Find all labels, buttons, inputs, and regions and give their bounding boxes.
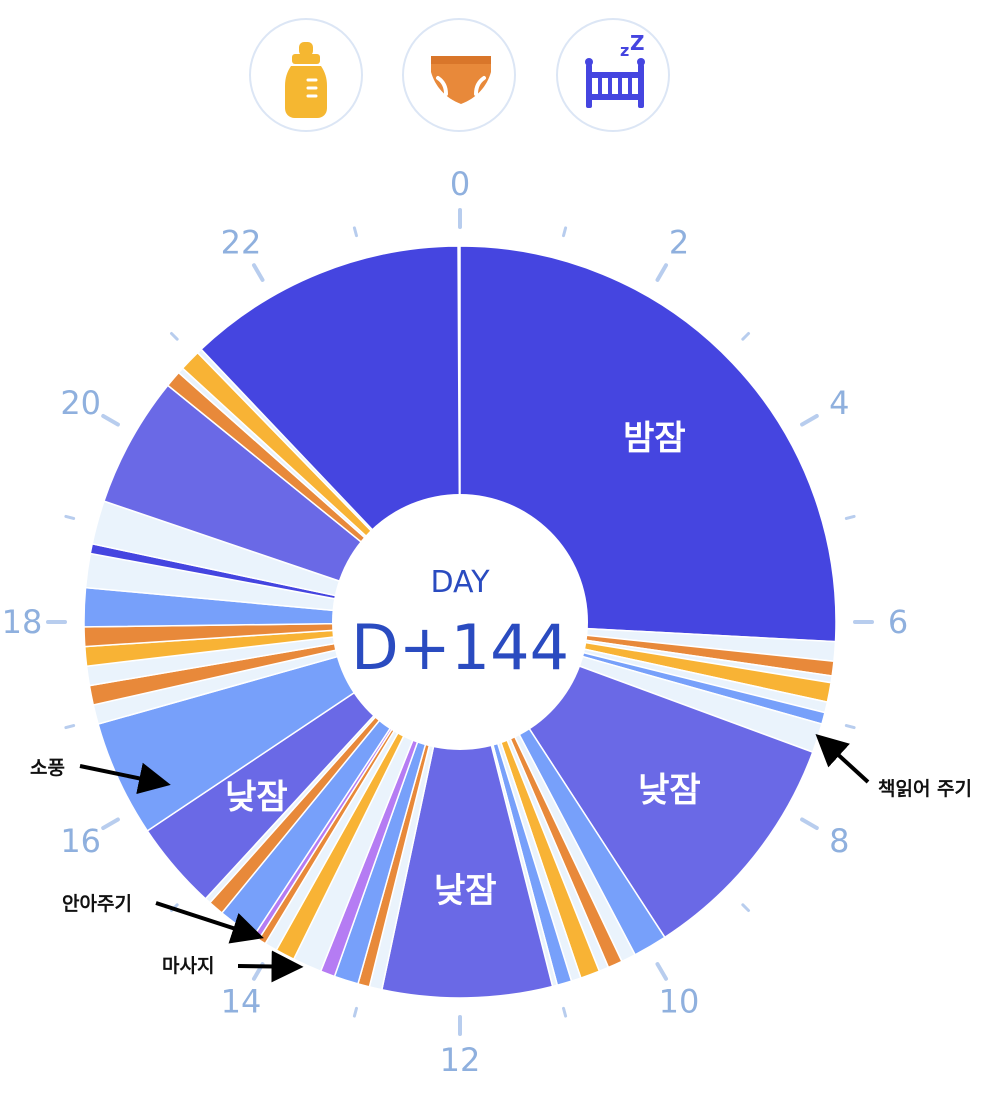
hour-label-22: 22 [221, 224, 262, 262]
minor-tick [562, 226, 568, 238]
segment-label: 낮잠 [225, 777, 288, 817]
svg-text:Z: Z [630, 31, 645, 55]
activity-toolbar: z Z [0, 18, 1008, 138]
major-tick [655, 263, 668, 282]
diaper-icon [431, 56, 491, 104]
minor-tick [844, 514, 856, 520]
major-tick [101, 414, 120, 427]
minor-tick [352, 1006, 358, 1018]
hour-labels: 0 2 4 6 8 10 12 14 16 18 20 22 [2, 165, 909, 1079]
annotation-label: 마사지 [162, 955, 214, 977]
baby-bottle-icon [285, 42, 327, 118]
major-tick [800, 817, 819, 830]
annotation-arrow [155, 901, 264, 944]
hour-label-18: 18 [2, 603, 43, 641]
center-day-label: DAY [430, 565, 490, 600]
minor-tick [352, 226, 358, 238]
annotation-label: 소풍 [30, 757, 65, 779]
hour-label-16: 16 [60, 822, 101, 860]
minor-tick [844, 724, 856, 730]
annotation-arrow [79, 762, 171, 795]
svg-text:z: z [620, 41, 629, 60]
diaper-button[interactable] [402, 18, 516, 132]
segment-label: 낮잠 [638, 770, 701, 810]
major-tick [252, 263, 265, 282]
minor-tick [741, 903, 750, 912]
center-hole [332, 494, 588, 750]
hour-label-14: 14 [221, 982, 262, 1020]
annotation-arrow [237, 950, 304, 983]
hour-label-20: 20 [60, 384, 101, 422]
crib-sleep-icon: z Z [585, 31, 645, 108]
hour-label-4: 4 [829, 384, 849, 422]
major-tick [101, 817, 120, 830]
tick-marks [46, 208, 874, 1036]
hour-label-8: 8 [829, 822, 849, 860]
major-tick [800, 414, 819, 427]
hour-label-12: 12 [440, 1041, 481, 1079]
feeding-button[interactable] [249, 18, 363, 132]
hour-label-0: 0 [450, 165, 470, 203]
minor-tick [170, 332, 179, 341]
minor-tick [64, 724, 76, 730]
major-tick [655, 962, 668, 981]
annotation-arrow [815, 734, 870, 784]
hour-label-2: 2 [669, 224, 689, 262]
minor-tick [64, 514, 76, 520]
hour-label-6: 6 [888, 603, 908, 641]
annotation-label: 안아주기 [62, 893, 132, 915]
hour-label-10: 10 [659, 982, 700, 1020]
minor-tick [562, 1006, 568, 1018]
center-day-count: D+144 [351, 611, 569, 684]
segment-label: 낮잠 [434, 871, 497, 911]
sleep-button[interactable]: z Z [556, 18, 670, 132]
annotation-label: 책읽어 주기 [878, 778, 972, 800]
minor-tick [741, 332, 750, 341]
segment-label: 밤잠 [623, 419, 686, 459]
